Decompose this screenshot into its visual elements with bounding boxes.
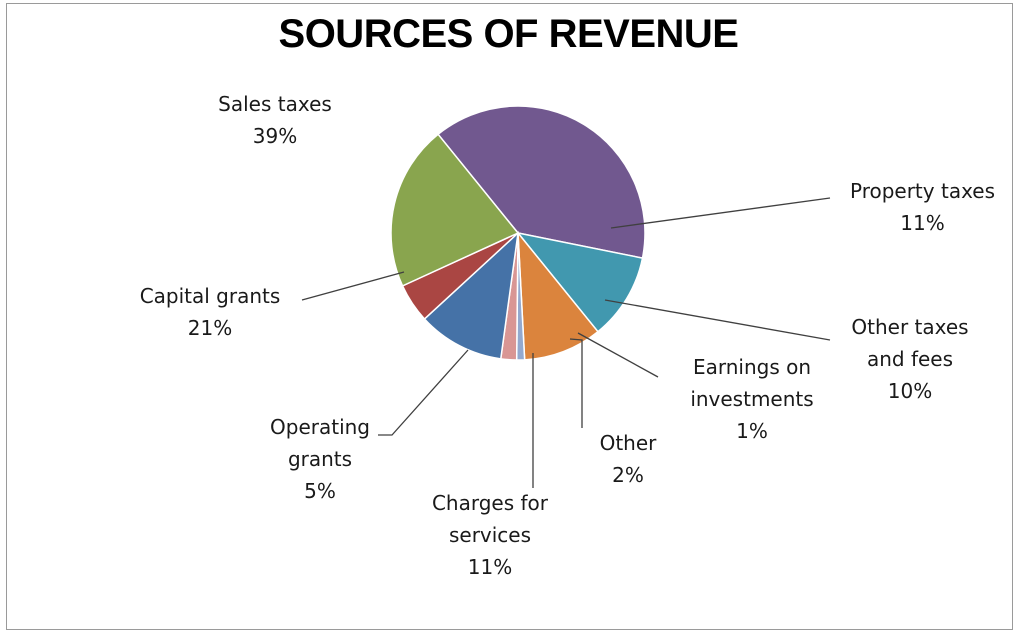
slice-label-text: Operating <box>270 415 370 439</box>
pie-slice-6 <box>423 231 520 360</box>
slice-percent: 1% <box>736 419 768 443</box>
leader-line-2 <box>610 197 831 229</box>
slice-label-8: Capital grants 21% <box>120 280 300 344</box>
slice-label-text: Other <box>599 431 657 455</box>
slice-label-text: investments <box>690 387 814 411</box>
pie-slice-3 <box>517 230 599 361</box>
slice-label-7: Operating grants 5% <box>255 411 385 507</box>
slice-percent: 2% <box>612 463 644 487</box>
chart-title: SOURCES OF REVENUE <box>278 12 739 56</box>
leader-line-8 <box>301 271 405 301</box>
slice-label-1: Sales taxes 39% <box>205 88 345 152</box>
pie-slices <box>390 105 646 361</box>
slice-label-6: Charges for services 11% <box>420 487 560 583</box>
pie-slice-2 <box>516 231 644 333</box>
pie-slice-8 <box>390 133 520 287</box>
slice-label-text: Charges for <box>431 491 549 515</box>
slice-percent: 21% <box>187 316 233 340</box>
slice-label-text: Sales taxes <box>218 92 332 116</box>
slice-label-4: Earnings on investments 1% <box>672 351 832 447</box>
slice-label-2: Property taxes 11% <box>835 175 1010 239</box>
leader-line-4 <box>577 332 659 378</box>
slice-label-text: Earnings on <box>692 355 812 379</box>
slice-label-3: Other taxes and fees 10% <box>830 311 990 407</box>
slice-label-text: grants <box>287 447 353 471</box>
slice-percent: 11% <box>900 211 945 235</box>
slice-label-text: Property taxes <box>849 179 996 203</box>
pie-slice-1 <box>437 105 646 259</box>
slice-percent: 5% <box>304 479 336 503</box>
slice-label-text: Capital grants <box>139 284 281 308</box>
leader-line-7 <box>378 349 469 436</box>
slice-percent: 11% <box>467 555 513 579</box>
slice-percent: 10% <box>887 379 933 403</box>
leader-lines <box>301 197 831 488</box>
slice-percent: 39% <box>252 124 298 148</box>
leader-line-3 <box>604 299 831 341</box>
leader-line-5 <box>569 338 583 428</box>
slice-label-text: services <box>448 523 532 547</box>
slice-label-5: Other 2% <box>583 427 673 491</box>
slice-label-text: Other taxes <box>851 315 969 339</box>
slice-label-text: and fees <box>866 347 954 371</box>
